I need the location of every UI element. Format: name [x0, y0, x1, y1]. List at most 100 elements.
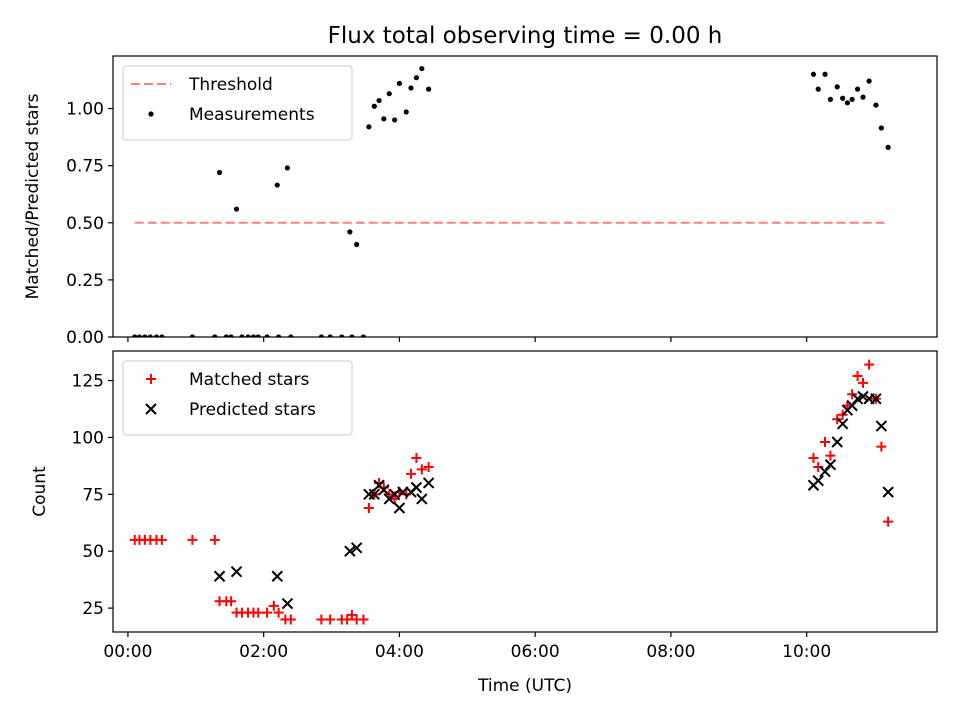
- predicted-star-point: [812, 474, 824, 487]
- measurement-point: [419, 65, 425, 72]
- measurement-point: [810, 71, 817, 77]
- measurement-point: [376, 97, 382, 104]
- measurement-point: [318, 334, 324, 337]
- legend-label: Measurements: [189, 105, 315, 125]
- legend-box: [122, 65, 353, 141]
- measurement-point: [288, 334, 294, 337]
- axes-frame: [112, 350, 938, 633]
- matched-star-point: [346, 609, 357, 620]
- measurement-point: [216, 169, 223, 176]
- measurement-point: [349, 334, 355, 337]
- legend-label: Matched stars: [189, 370, 309, 390]
- predicted-star-point: [344, 545, 356, 557]
- chart-title: Flux total observing time = 0.00 h: [328, 23, 723, 49]
- measurement-point: [860, 94, 866, 100]
- predicted-star-point: [410, 481, 423, 494]
- data-layer: [129, 359, 894, 625]
- measurement-point: [153, 334, 160, 337]
- x-tick-label: 04:00: [375, 642, 424, 662]
- panel-count: 25 50 75 100 125 00:00 02:00 04:00 06:00 08:00 10:…: [30, 350, 938, 696]
- predicted-star-point: [875, 420, 888, 432]
- measurement-point: [854, 86, 861, 92]
- matched-star-point: [273, 607, 284, 618]
- predicted-star-point: [271, 570, 283, 582]
- measurement-point: [250, 334, 257, 337]
- measurement-point: [132, 334, 138, 337]
- measurement-point: [403, 109, 409, 115]
- matched-star-point: [268, 600, 279, 611]
- matched-star-point: [416, 464, 427, 475]
- x-axis-label: Time (UTC): [477, 676, 572, 696]
- measurement-point: [386, 91, 392, 97]
- y-axis-label: Count: [30, 466, 50, 517]
- y-tick-label: 50: [82, 542, 104, 562]
- x-tick-label: 02:00: [239, 642, 288, 662]
- measurement-point: [228, 334, 234, 337]
- matched-star-point: [342, 614, 353, 625]
- measurement-point: [223, 334, 229, 337]
- y-tick-label: 0.25: [66, 271, 104, 291]
- matched-star-point: [864, 359, 875, 370]
- x-tick-label: 10:00: [782, 642, 831, 662]
- predicted-star-point: [831, 436, 843, 448]
- matched-star-point: [825, 450, 836, 461]
- matched-star-point: [411, 452, 422, 463]
- legend: Threshold Measurements: [122, 65, 353, 141]
- plots-group: 0.00 0.25 0.50 0.75 1.00 Matched/Predicted st…: [23, 55, 938, 696]
- x-tick-label: 08:00: [646, 642, 695, 662]
- measurement-point: [878, 125, 884, 131]
- measurement-point: [276, 334, 282, 337]
- x-tick-label: 00:00: [103, 642, 152, 662]
- measurement-point: [284, 165, 291, 171]
- measurement-point: [815, 86, 821, 92]
- measurement-point: [840, 95, 846, 101]
- predicted-star-point: [368, 488, 381, 501]
- panel-ratio: 0.00 0.25 0.50 0.75 1.00 Matched/Predicted st…: [23, 55, 938, 348]
- y-tick-label: 0.00: [66, 328, 104, 348]
- matched-star-point: [187, 534, 198, 545]
- matched-star-point: [316, 614, 327, 625]
- matched-star-point: [209, 534, 220, 545]
- measurement-point: [396, 80, 403, 87]
- measurement-point: [822, 71, 828, 77]
- measurement-point: [381, 116, 387, 122]
- y-tick-label: 0.75: [66, 157, 104, 177]
- measurement-point: [212, 334, 218, 337]
- legend-label: Predicted stars: [189, 400, 316, 420]
- measurement-point: [408, 85, 414, 91]
- measurement-point: [274, 182, 280, 188]
- y-tick-label: 125: [72, 372, 104, 392]
- matched-star-point: [876, 441, 887, 452]
- matched-star-point: [325, 614, 336, 625]
- predicted-star-point: [836, 418, 849, 430]
- x-tick-label: 06:00: [511, 642, 560, 662]
- predicted-star-point: [213, 570, 226, 582]
- measurement-point: [849, 96, 855, 103]
- measurement-point: [159, 334, 165, 337]
- measurement-point: [245, 334, 251, 337]
- predicted-star-point: [882, 486, 894, 498]
- measurement-point: [413, 75, 420, 81]
- legend-swatch: [146, 374, 156, 384]
- predicted-star-point: [416, 493, 428, 505]
- matched-star-point: [852, 371, 863, 382]
- y-axis-label: Matched/Predicted stars: [23, 93, 43, 299]
- measurement-point: [426, 86, 432, 92]
- measurement-point: [233, 206, 240, 212]
- data-layer: [132, 65, 891, 337]
- measurement-point: [360, 334, 367, 337]
- axes-frame: [112, 55, 938, 338]
- measurement-point: [255, 334, 261, 337]
- predicted-star-point: [388, 488, 401, 501]
- y-tick-label: 1.00: [66, 100, 104, 120]
- predicted-star-point: [397, 486, 409, 498]
- matched-star-point: [285, 614, 296, 625]
- matched-star-point: [363, 502, 374, 513]
- matched-star-point: [883, 516, 894, 527]
- measurement-point: [834, 84, 840, 90]
- measurement-point: [264, 334, 270, 337]
- measurement-point: [827, 96, 834, 103]
- predicted-star-point: [281, 597, 294, 610]
- legend: Matched stars Predicted stars: [122, 360, 353, 436]
